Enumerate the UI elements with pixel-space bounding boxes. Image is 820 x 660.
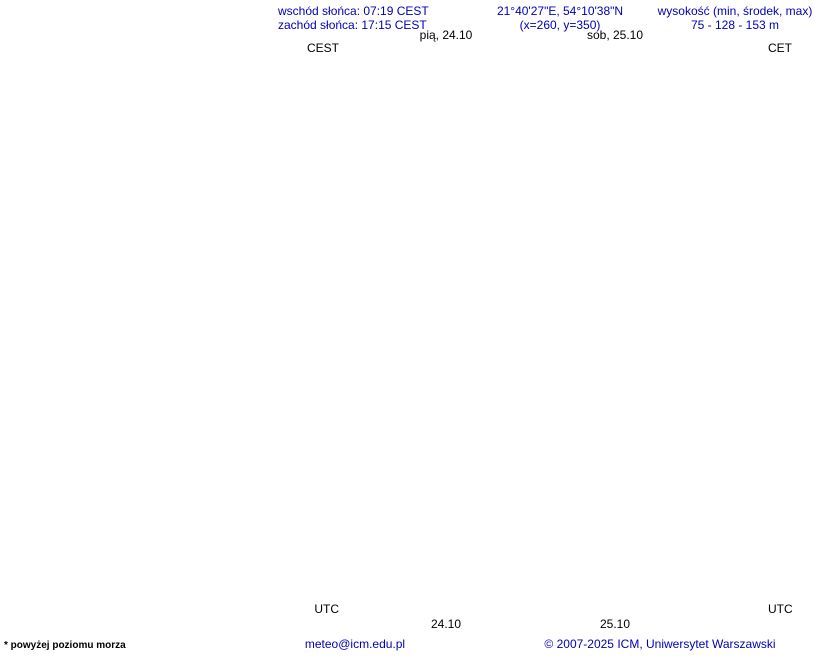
footnote: * powyżej poziomu morza <box>4 640 126 651</box>
grid-point-text: (x=260, y=350) <box>519 18 601 32</box>
tz-label-cet: CET <box>768 41 792 55</box>
altitude-values: 75 - 128 - 153 m <box>690 18 780 32</box>
sunset-text: zachód słońca: 17:15 CEST <box>278 18 427 32</box>
tz-label-cest: CEST <box>306 41 339 55</box>
tz-label-utc-right: UTC <box>768 602 793 616</box>
altitude-label: wysokość (min, środek, max) <box>657 4 813 18</box>
sunrise-text: wschód słońca: 07:19 CEST <box>278 4 429 18</box>
day-label-1: pią, 24.10 <box>419 28 473 42</box>
copyright-text: © 2007-2025 ICM, Uniwersytet Warszawski <box>544 637 776 651</box>
day-label-2: sob, 25.10 <box>586 28 644 42</box>
date-label-2: 25.10 <box>599 617 631 631</box>
coordinates-text: 21°40'27"E, 54°10'38"N <box>496 4 624 18</box>
tz-label-utc-left: UTC <box>314 602 339 616</box>
date-label-1: 24.10 <box>430 617 462 631</box>
email-link[interactable]: meteo@icm.edu.pl <box>304 637 406 651</box>
